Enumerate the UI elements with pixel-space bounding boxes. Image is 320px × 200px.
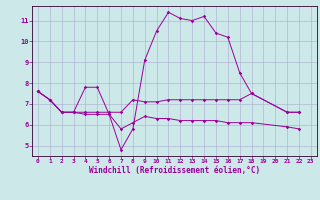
X-axis label: Windchill (Refroidissement éolien,°C): Windchill (Refroidissement éolien,°C)	[89, 166, 260, 175]
